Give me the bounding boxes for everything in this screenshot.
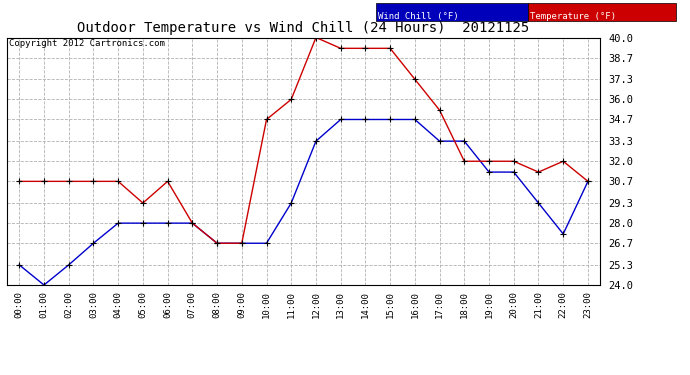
Title: Outdoor Temperature vs Wind Chill (24 Hours)  20121125: Outdoor Temperature vs Wind Chill (24 Ho… xyxy=(77,21,530,35)
Text: Wind Chill (°F): Wind Chill (°F) xyxy=(378,12,459,21)
Text: Temperature (°F): Temperature (°F) xyxy=(530,12,616,21)
Text: Copyright 2012 Cartronics.com: Copyright 2012 Cartronics.com xyxy=(9,39,165,48)
